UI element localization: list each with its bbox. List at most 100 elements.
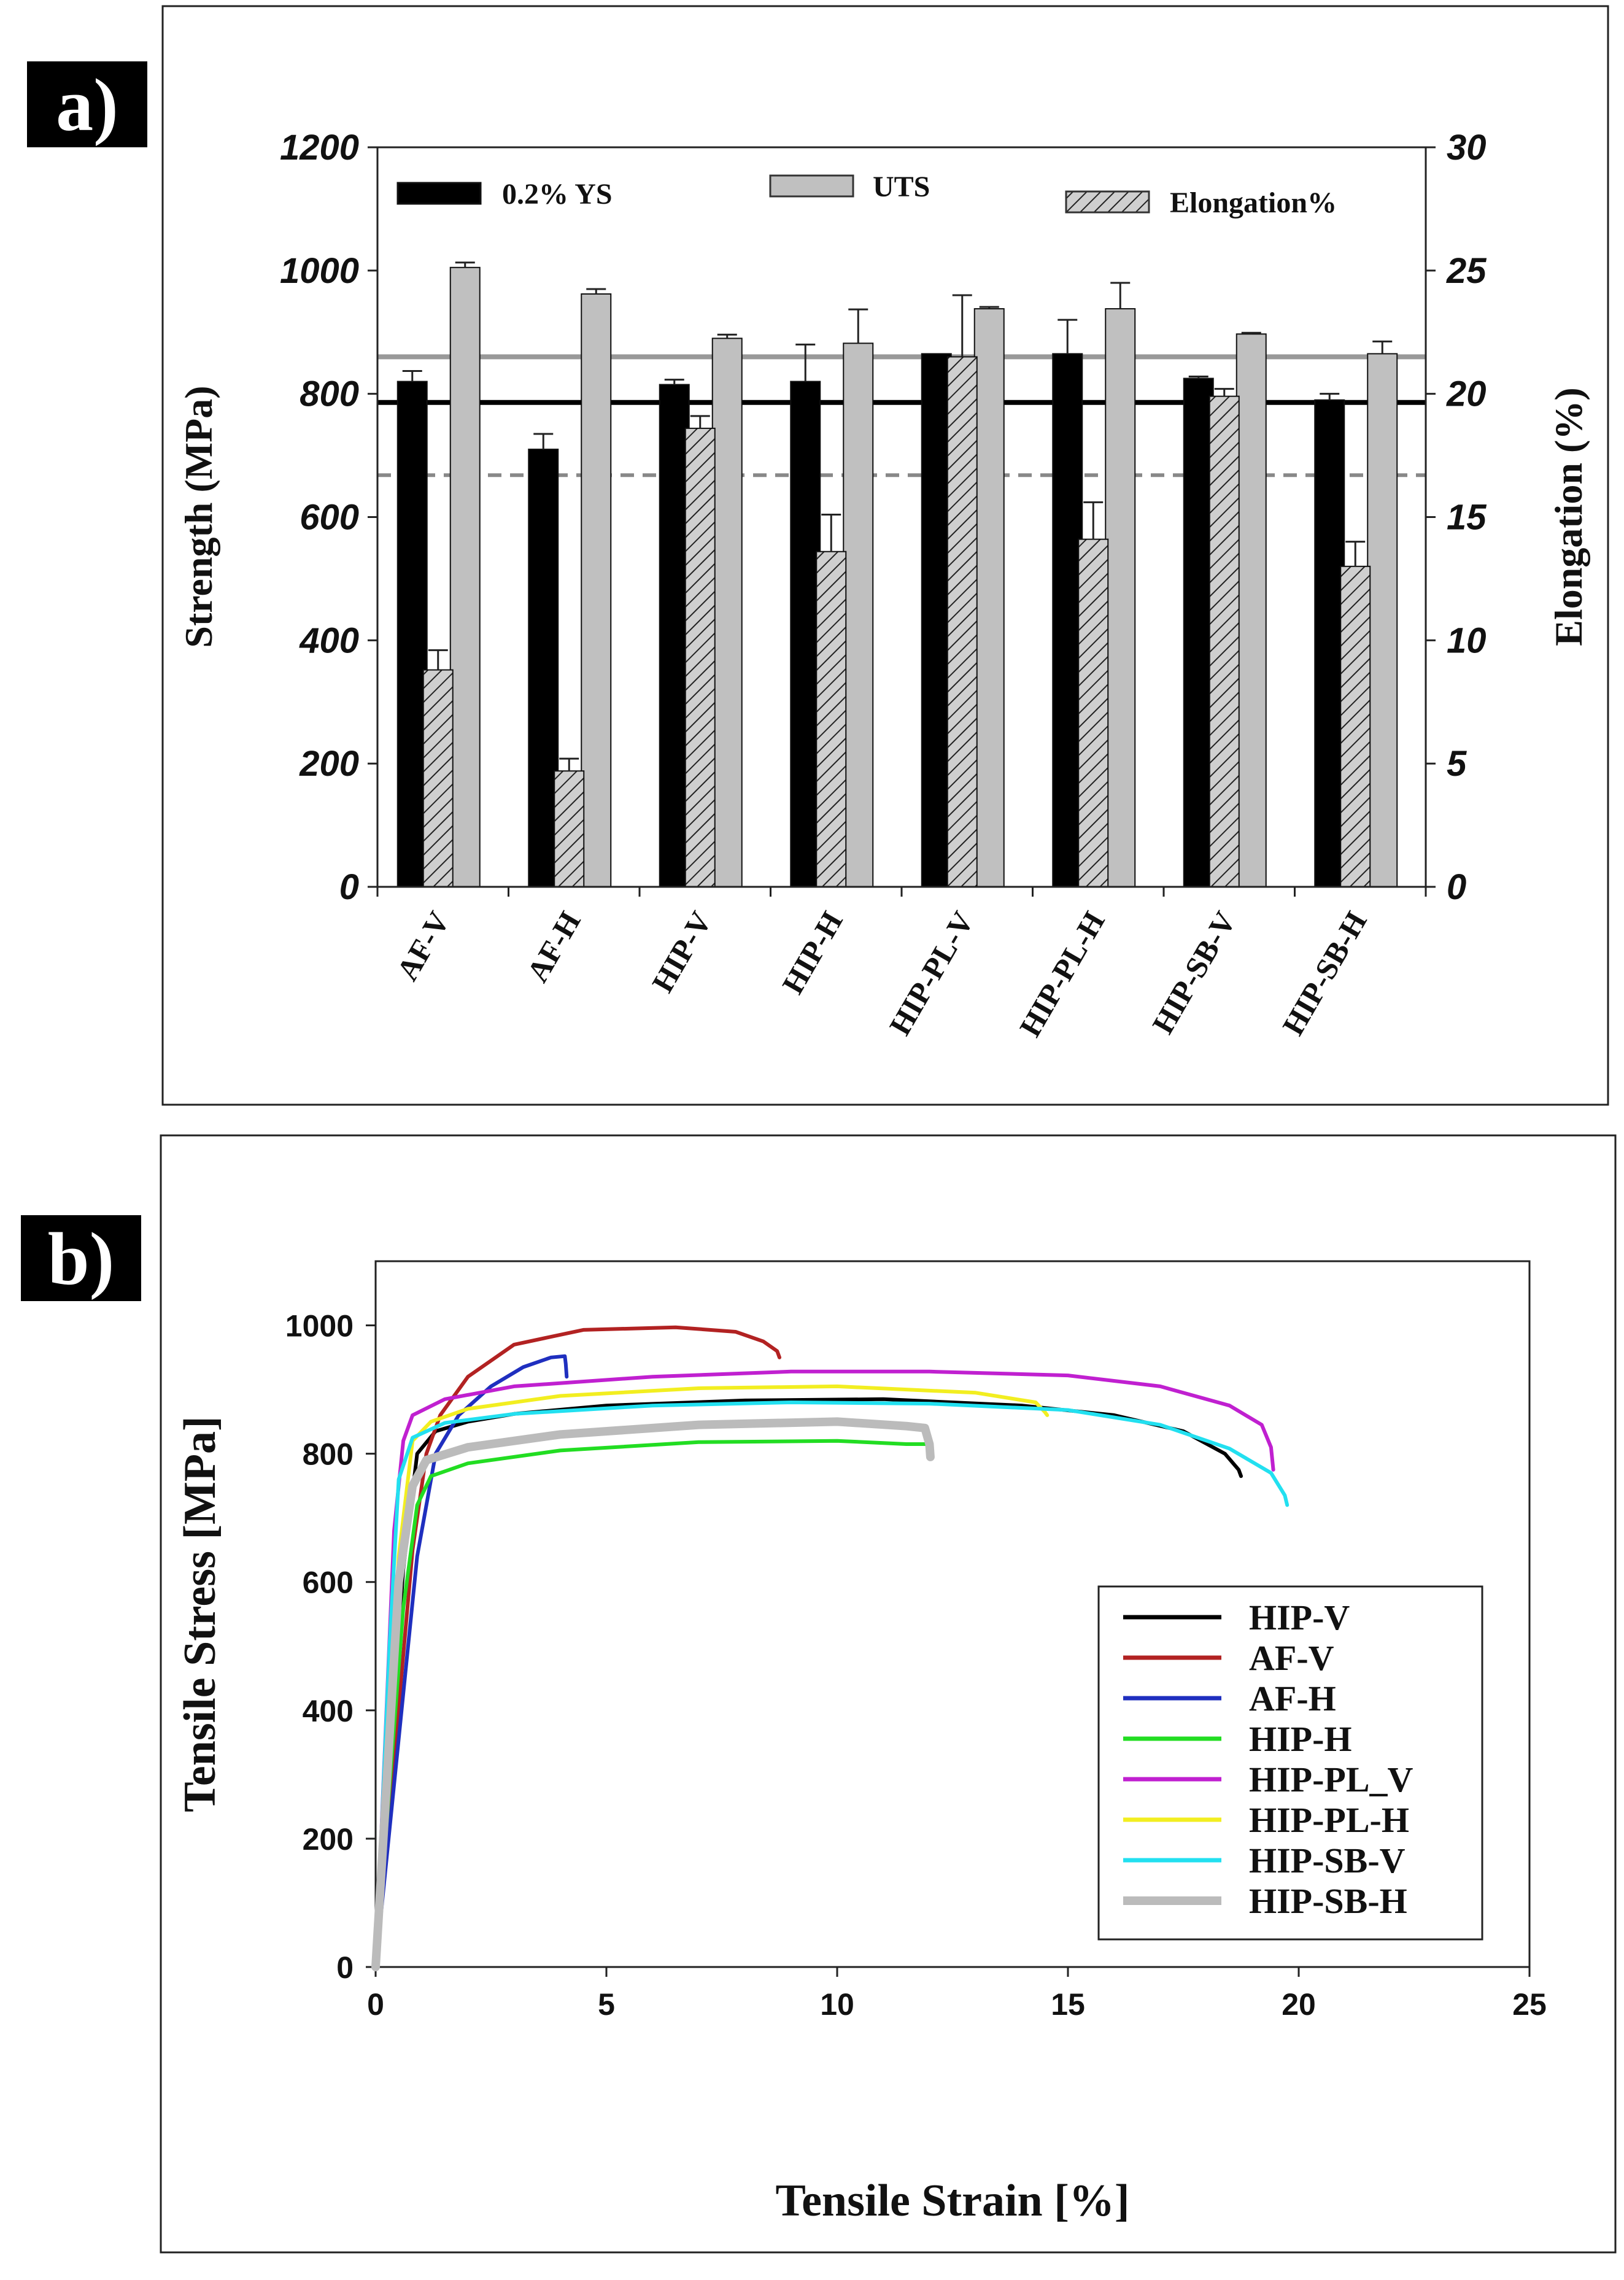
legend-label-hip-sb-h: HIP-SB-H	[1249, 1881, 1407, 1921]
y-tick-label-1000: 1000	[285, 1309, 354, 1343]
error-bar-uts-af-v	[455, 261, 475, 268]
error-bar-elongation-af-h	[559, 757, 579, 771]
y-tick-label-400: 400	[299, 620, 359, 660]
y2-tick-label-0: 0	[1447, 867, 1466, 907]
y-tick-label-600: 600	[300, 498, 359, 538]
legend-label-af-v: AF-V	[1249, 1638, 1334, 1678]
y2-tick-label-30: 30	[1447, 128, 1487, 168]
bar-uts-hip-sb-v	[1235, 333, 1267, 887]
y2-tick-label-5: 5	[1447, 744, 1467, 784]
x-tick-label-10: 10	[820, 1987, 854, 2022]
series-line-af-h	[374, 1354, 569, 1969]
bar-uts-hip-pl-h	[1105, 308, 1136, 887]
legend-label-elongation: Elongation%	[1170, 187, 1337, 219]
series-line-hip-sb-h	[371, 1417, 935, 1971]
legend-b: HIP-VAF-VAF-HHIP-HHIP-PL_VHIP-PL-HHIP-SB…	[1097, 1585, 1483, 1941]
error-bar-elongation-hip-h	[821, 513, 841, 552]
y-tick-label-1200: 1200	[280, 128, 359, 168]
chart-b: b) 0 5 10 15 20 25 0 200 400 600 800 1000 Tensile S…	[21, 1134, 1617, 2254]
x-tick-label-25: 25	[1512, 1987, 1547, 2022]
error-bar-elongation-hip-sb-h	[1345, 541, 1366, 566]
error-bar-uts-hip-v	[717, 333, 737, 339]
x-axis-title: Tensile Strain [%]	[776, 2176, 1130, 2226]
bar-uts-hip-sb-h	[1367, 353, 1398, 887]
series-line-hip-v	[374, 1397, 1243, 1969]
y-tick-label-200: 200	[303, 1822, 354, 1857]
series-line-hip-pl-v	[374, 1369, 1275, 1969]
x-tick-label-0: 0	[367, 1987, 384, 2022]
legend-label-hip-v: HIP-V	[1249, 1598, 1350, 1637]
legend-swatch-ys	[396, 182, 482, 205]
x-tick-label-20: 20	[1282, 1987, 1316, 2022]
y-tick-label-200: 200	[299, 744, 359, 784]
legend-swatch-elongation	[1065, 190, 1150, 214]
y-tick-label-800: 800	[300, 374, 359, 414]
panel-b-label: b)	[48, 1218, 114, 1300]
bar-uts-hip-h	[843, 342, 874, 887]
legend-b-box	[1097, 1585, 1483, 1941]
series-line-hip-pl-h	[374, 1384, 1050, 1969]
error-bar-elongation-hip-pl-h	[1083, 501, 1104, 539]
bar-0-2-ys-af-v	[396, 381, 428, 887]
error-bar-uts-hip-sb-h	[1372, 340, 1393, 354]
panel-b-label-box	[21, 1215, 141, 1301]
y2-tick-label-10: 10	[1447, 620, 1487, 660]
legend-a: 0.2% YS UTS Elongation%	[396, 171, 1337, 219]
legend-label-af-h: AF-H	[1249, 1679, 1336, 1718]
legend-swatch-uts	[769, 174, 854, 198]
y2-axis-title-elongation: Elongation (%)	[1547, 387, 1590, 646]
y-axis-title: Tensile Stress [MPa]	[175, 1416, 225, 1812]
bar-0-2-ys-hip-sb-h	[1314, 399, 1345, 887]
bar-elongation-hip-v	[684, 427, 716, 887]
bar-uts-hip-v	[711, 338, 743, 887]
bar-0-2-ys-hip-h	[790, 381, 821, 887]
panel-a-label-box	[27, 61, 147, 147]
legend-label-ys: 0.2% YS	[502, 178, 613, 211]
bar-elongation-af-h	[554, 770, 585, 888]
plot-b-frame	[374, 1260, 1531, 1968]
error-bar-uts-hip-sb-v	[1241, 331, 1261, 334]
x-tick-label-15: 15	[1051, 1987, 1085, 2022]
bar-elongation-hip-sb-v	[1208, 395, 1240, 887]
bar-0-2-ys-hip-sb-v	[1183, 377, 1214, 887]
error-bar-uts-hip-pl-h	[1110, 282, 1131, 309]
bar-0-2-ys-af-h	[528, 449, 559, 887]
error-bar-uts-af-h	[586, 288, 606, 294]
y2-tick-label-15: 15	[1447, 498, 1487, 538]
bar-elongation-hip-pl-v	[946, 356, 978, 887]
bar-0-2-ys-hip-pl-v	[921, 353, 952, 887]
bar-elongation-hip-h	[816, 551, 847, 887]
y-tick-label-600: 600	[303, 1566, 354, 1600]
y-tick-label-0: 0	[336, 1950, 354, 1985]
error-bar-0-2-ys-af-v	[402, 370, 422, 382]
error-bar-elongation-af-v	[428, 649, 448, 670]
bar-elongation-af-v	[422, 669, 454, 887]
y-tick-label-0: 0	[339, 867, 359, 907]
error-bar-uts-hip-h	[848, 308, 868, 344]
bar-uts-af-h	[581, 293, 612, 888]
legend-label-hip-sb-v: HIP-SB-V	[1249, 1841, 1406, 1880]
error-bar-elongation-hip-pl-v	[952, 294, 972, 357]
y2-tick-label-20: 20	[1446, 374, 1487, 414]
panel-a-label: a)	[56, 64, 118, 147]
legend-label-hip-pl-h: HIP-PL-H	[1249, 1800, 1409, 1840]
error-bar-elongation-hip-sb-v	[1214, 388, 1234, 396]
bar-elongation-hip-sb-h	[1340, 565, 1371, 887]
x-tick-label-5: 5	[598, 1987, 615, 2022]
y-tick-label-800: 800	[303, 1437, 354, 1472]
y-tick-label-1000: 1000	[280, 251, 359, 291]
legend-label-hip-h: HIP-H	[1249, 1719, 1352, 1759]
bar-0-2-ys-hip-v	[659, 384, 690, 887]
bar-0-2-ys-hip-pl-h	[1052, 353, 1083, 887]
legend-label-uts: UTS	[873, 171, 930, 203]
bar-elongation-hip-pl-h	[1078, 538, 1109, 887]
legend-label-hip-pl-v: HIP-PL_V	[1249, 1760, 1413, 1799]
y2-tick-label-25: 25	[1446, 251, 1487, 291]
error-bar-0-2-ys-hip-sb-h	[1320, 393, 1340, 400]
error-bar-uts-hip-pl-v	[979, 306, 999, 309]
series-line-hip-h	[374, 1439, 932, 1969]
bar-uts-af-v	[449, 266, 481, 887]
bar-uts-hip-pl-v	[973, 308, 1005, 887]
chart-a: a) 0 200 400 600 800 1000 1200 0 5 10 15 20 25 30 Str…	[27, 5, 1609, 1106]
error-bar-0-2-ys-hip-pl-h	[1058, 319, 1078, 354]
